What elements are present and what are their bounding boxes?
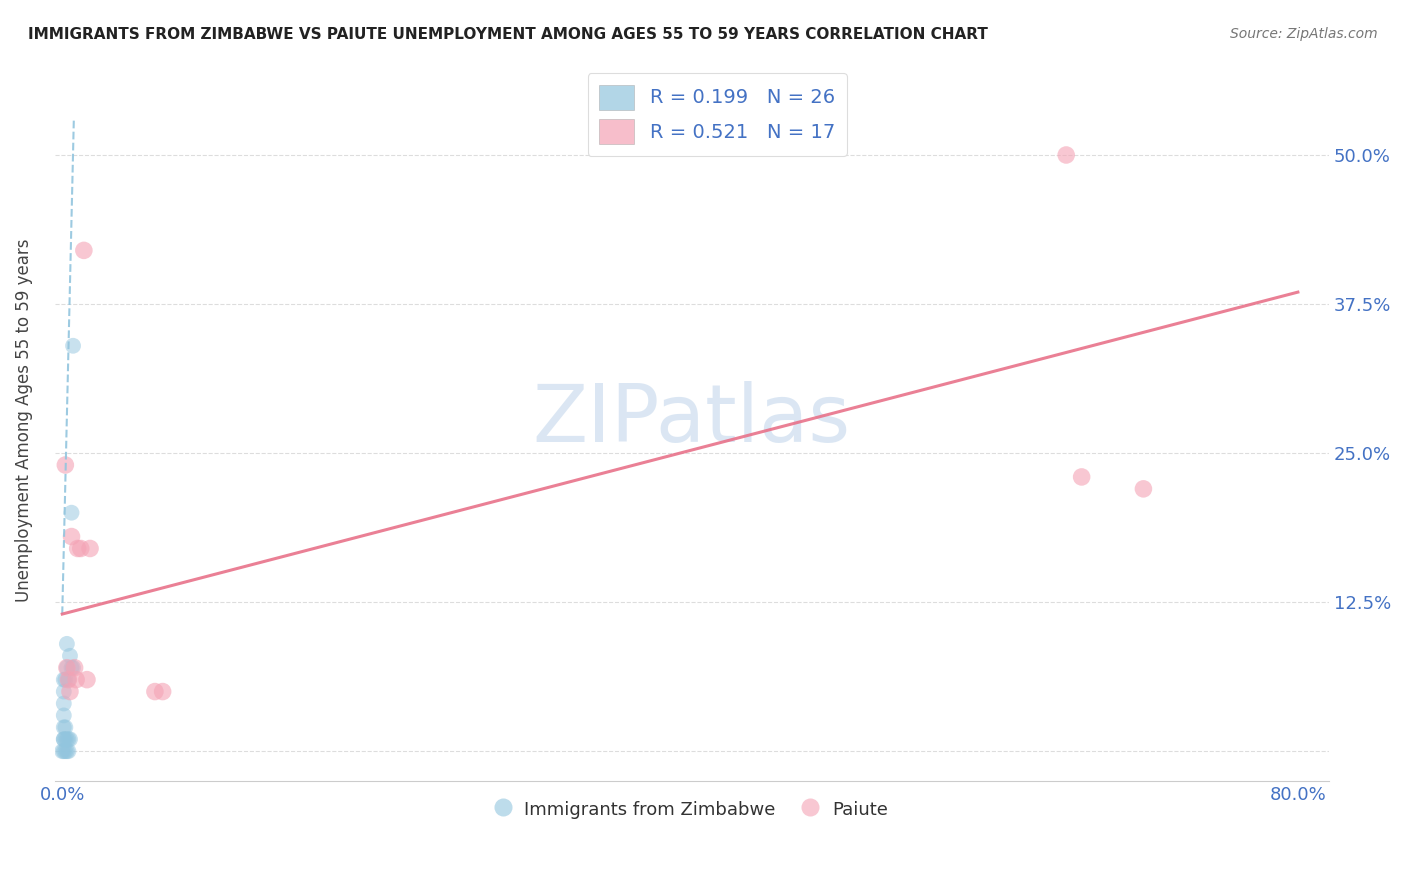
Point (53, 744, 76, 758)
Point (62, 339, 84, 353)
Point (66, 541, 89, 556)
Point (52, 732, 75, 747)
Point (60, 506, 83, 520)
Point (60, 530, 83, 544)
Point (143, 684, 166, 698)
Point (59, 684, 82, 698)
Point (59, 648, 82, 663)
Text: IMMIGRANTS FROM ZIMBABWE VS PAIUTE UNEMPLOYMENT AMONG AGES 55 TO 59 YEARS CORREL: IMMIGRANTS FROM ZIMBABWE VS PAIUTE UNEMP… (28, 27, 988, 42)
Point (52, 708, 75, 723)
Point (56, 637, 79, 651)
Point (1054, 148, 1077, 162)
Text: Source: ZipAtlas.com: Source: ZipAtlas.com (1230, 27, 1378, 41)
Point (58, 732, 80, 747)
Point (52, 744, 75, 758)
Point (56, 661, 79, 675)
Point (53, 673, 76, 687)
Point (69, 541, 91, 556)
Point (63, 661, 86, 675)
Point (73, 244, 96, 258)
Point (58, 673, 80, 687)
Point (56, 732, 79, 747)
Point (76, 673, 98, 687)
Point (60, 661, 83, 675)
Y-axis label: Unemployment Among Ages 55 to 59 years: Unemployment Among Ages 55 to 59 years (15, 238, 32, 602)
Point (58, 673, 80, 687)
Point (53, 458, 76, 472)
Point (52, 720, 75, 734)
Point (52, 684, 75, 698)
Point (56, 661, 79, 675)
Point (58, 744, 80, 758)
Point (1070, 470, 1092, 484)
Point (53, 720, 76, 734)
Point (52, 673, 75, 687)
Point (52, 697, 75, 711)
Point (79, 541, 101, 556)
Point (1132, 482, 1154, 496)
Text: ZIPatlas: ZIPatlas (533, 381, 851, 459)
Point (53, 732, 76, 747)
Point (59, 732, 82, 747)
Legend: Immigrants from Zimbabwe, Paiute: Immigrants from Zimbabwe, Paiute (488, 792, 896, 826)
Point (152, 684, 174, 698)
Point (56, 744, 79, 758)
Point (52, 732, 75, 747)
Point (62, 661, 84, 675)
Point (51, 744, 73, 758)
Point (65, 673, 87, 687)
